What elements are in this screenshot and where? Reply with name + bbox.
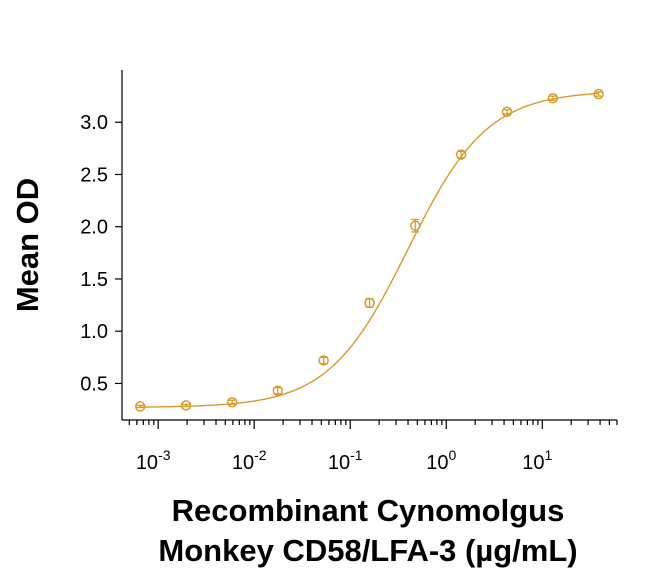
data-point xyxy=(410,218,421,233)
x-tick-label: 100 xyxy=(426,447,456,474)
data-point xyxy=(272,385,284,396)
axis-labels-layer: 0.5 1.0 1.5 2.0 2.5 3.0 10-3 10-2 10-1 100 101 Mean… xyxy=(10,112,578,568)
data-marker xyxy=(455,149,467,160)
fit-curve-layer xyxy=(140,92,599,408)
data-point xyxy=(180,400,192,411)
data-marker xyxy=(547,92,559,104)
data-marker xyxy=(134,401,146,412)
data-marker xyxy=(318,355,329,366)
data-marker xyxy=(501,106,513,118)
data-marker xyxy=(593,88,604,100)
axes xyxy=(115,70,618,429)
x-tick-label: 10-3 xyxy=(136,447,171,474)
y-tick-label: 2.0 xyxy=(80,217,108,239)
data-point xyxy=(226,396,238,408)
x-tick-label: 10-1 xyxy=(328,447,363,474)
y-axis-title: Mean OD xyxy=(10,178,45,312)
data-point xyxy=(547,92,559,104)
fit-curve xyxy=(140,92,599,408)
data-point xyxy=(501,106,513,118)
x-tick-label: 10-2 xyxy=(232,447,267,474)
x-axis-title-line: Recombinant Cynomolgus xyxy=(172,493,565,528)
data-marker xyxy=(364,297,375,309)
y-tick-label: 2.5 xyxy=(80,164,108,186)
y-tick-label: 3.0 xyxy=(80,112,108,134)
data-marker xyxy=(410,220,421,231)
data-marker xyxy=(226,396,238,408)
data-point xyxy=(455,149,467,160)
y-tick-label: 1.5 xyxy=(80,269,108,291)
x-axis-title-line: Monkey CD58/LFA-3 (µg/mL) xyxy=(158,533,577,568)
data-point xyxy=(134,401,146,412)
data-points-layer xyxy=(134,88,604,412)
data-marker xyxy=(272,385,284,396)
data-point xyxy=(364,297,375,309)
data-point xyxy=(318,355,329,366)
y-tick-label: 1.0 xyxy=(80,321,108,343)
y-tick-label: 0.5 xyxy=(80,373,108,395)
data-point xyxy=(593,88,604,100)
data-marker xyxy=(180,400,192,411)
x-tick-label: 101 xyxy=(522,447,552,474)
